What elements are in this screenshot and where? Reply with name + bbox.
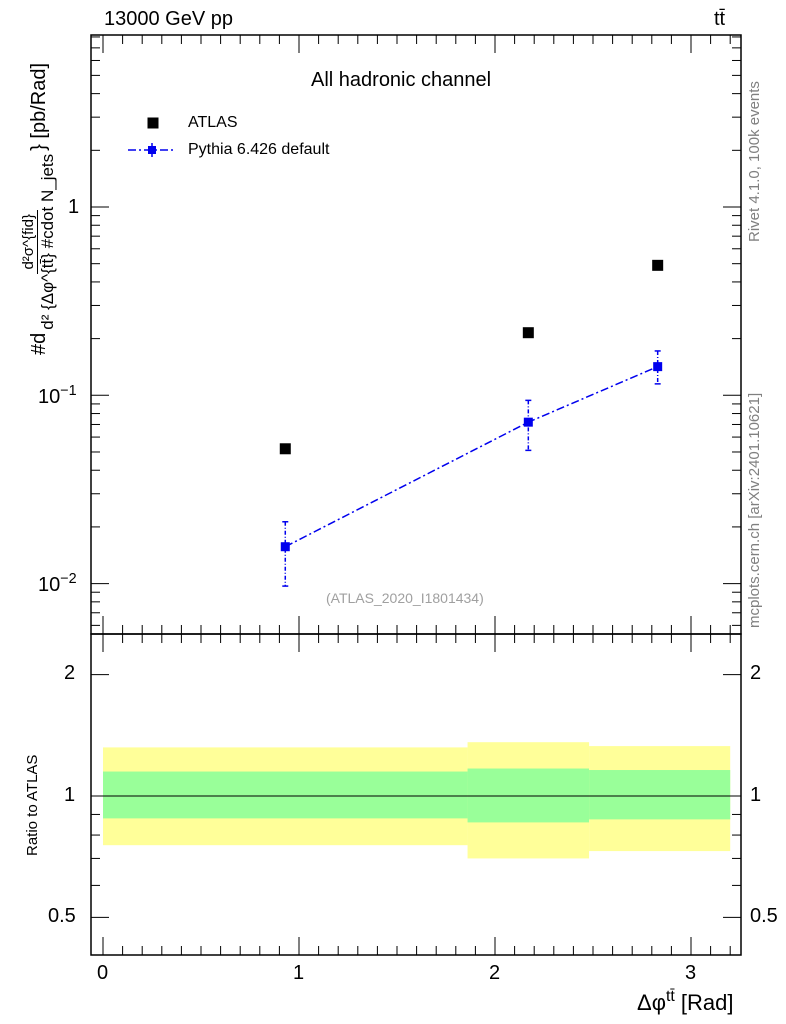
source-info: mcplots.cern.ch [arXiv:2401.10621] [746, 392, 763, 628]
atlas-point [652, 259, 664, 271]
mc-point [523, 417, 533, 427]
ratio-band-inner [589, 770, 731, 820]
rivet-info: Rivet 4.1.0, 100k events [746, 81, 763, 242]
ratio-y-axis-label: Ratio to ATLAS [24, 754, 41, 856]
mc-series [280, 350, 663, 587]
xtick-3: 3 [685, 962, 697, 984]
ratio-axes [90, 633, 742, 956]
ratio-band-inner [467, 768, 590, 823]
mc-point [280, 542, 290, 552]
mc-line [284, 365, 658, 548]
legend-label-pythia: Pythia 6.426 default [188, 141, 330, 158]
data-series [279, 259, 664, 455]
x-axis-label: Δφtt̄ [Rad] [637, 988, 734, 1015]
ratio-tick-left-2: 2 [64, 662, 76, 684]
ratio-bands [103, 742, 731, 859]
ratio-frame [90, 633, 742, 956]
xtick-0: 0 [97, 962, 109, 984]
legend-marker-atlas [147, 117, 159, 129]
ytick-0.1: 10−1 [38, 383, 77, 408]
header-right: tt̄ [714, 8, 726, 30]
ratio-tick-right-0.5: 0.5 [750, 905, 778, 927]
watermark: (ATLAS_2020_I1801434) [326, 590, 484, 606]
y-axis-label: #d d²σ^{fid} d² {Δφ^{tt̄} #cdot N_jets }… [20, 63, 57, 355]
legend-marks [128, 117, 176, 157]
ratio-tick-right-2: 2 [750, 662, 762, 684]
ytick-1: 1 [68, 196, 80, 218]
atlas-point [279, 443, 291, 455]
atlas-point [522, 327, 534, 339]
ratio-tick-right-1: 1 [750, 784, 762, 806]
legend-marker-pythia [148, 146, 156, 154]
ratio-band-inner [103, 771, 468, 819]
header-left: 13000 GeV pp [104, 8, 233, 30]
legend-label-atlas: ATLAS [188, 114, 238, 131]
main-title: All hadronic channel [311, 69, 492, 91]
xtick-1: 1 [293, 962, 305, 984]
mc-point [653, 362, 663, 372]
ytick-0.01: 10−2 [38, 571, 77, 596]
ratio-tick-left-1: 1 [64, 784, 76, 806]
ratio-tick-left-0.5: 0.5 [48, 905, 76, 927]
xtick-2: 2 [489, 962, 501, 984]
